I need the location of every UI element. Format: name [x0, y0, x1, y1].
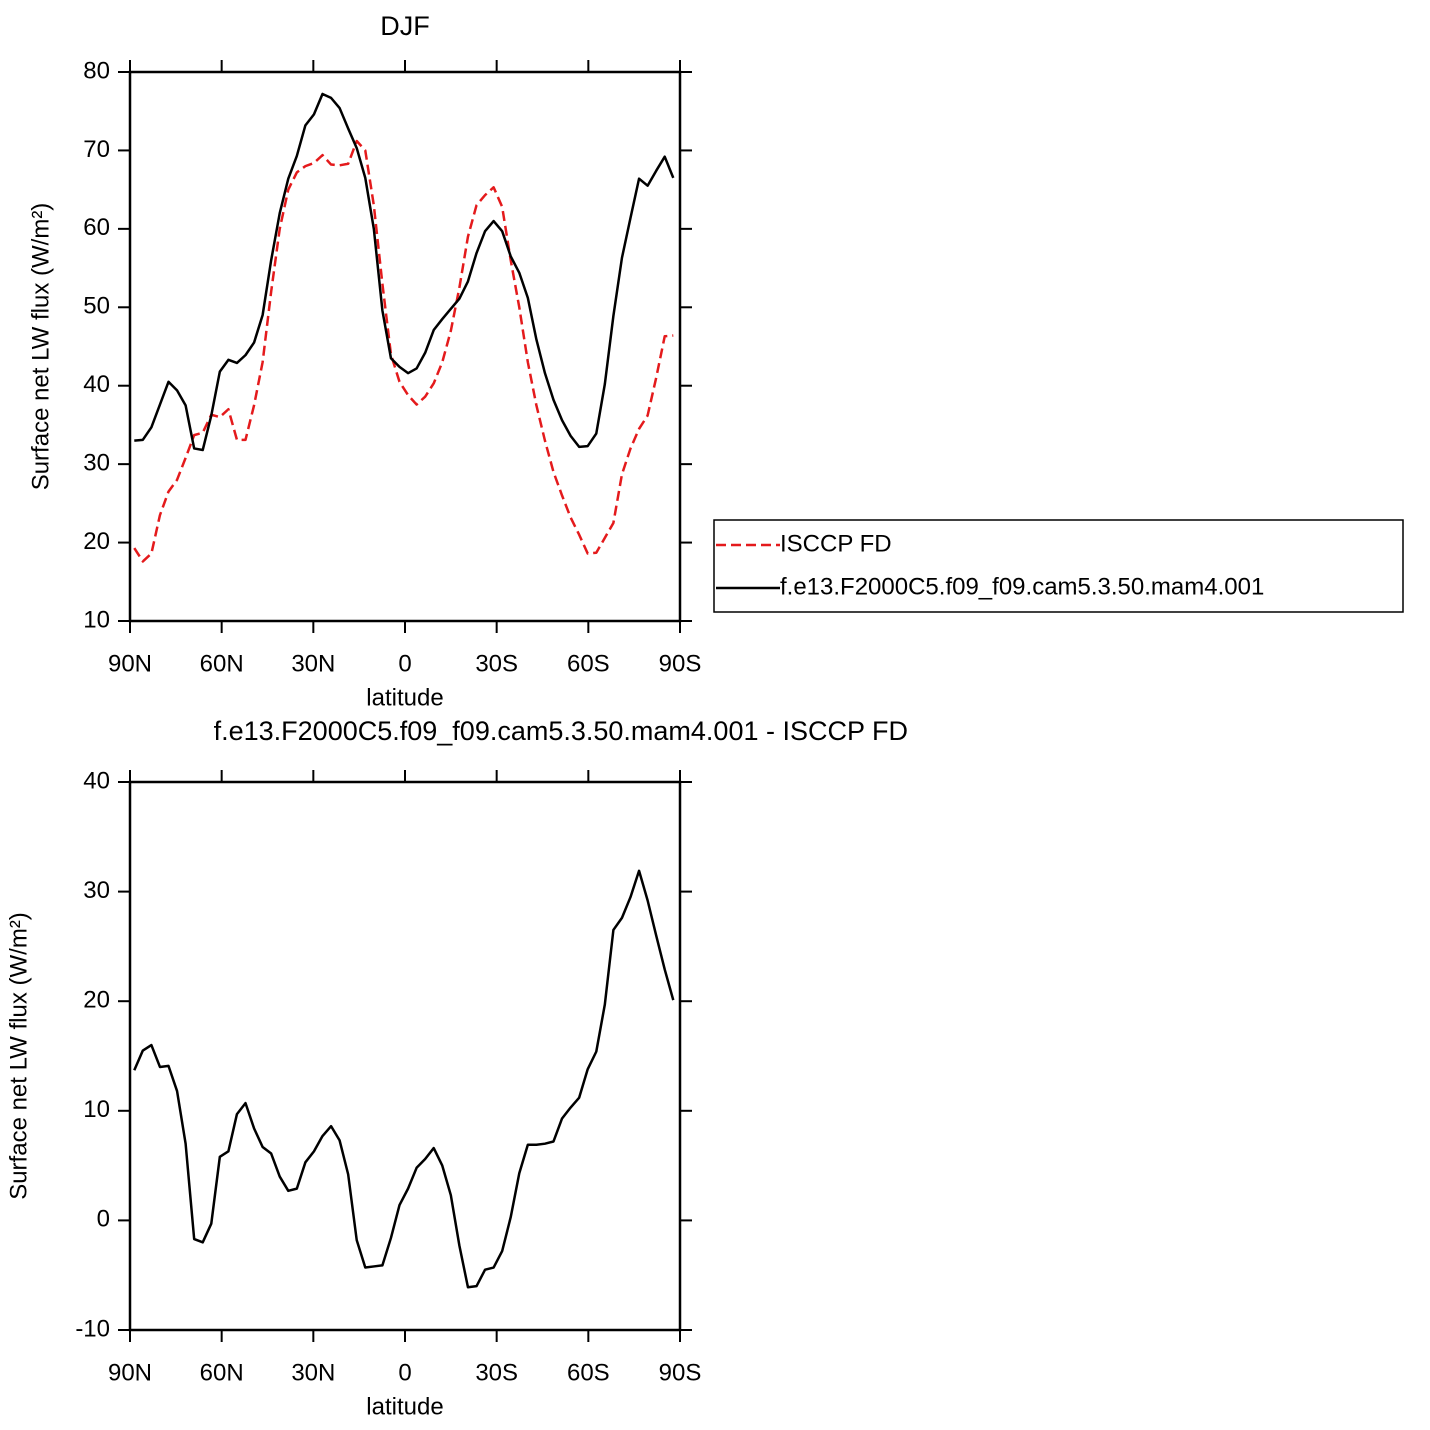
y-tick-label: 10 [83, 606, 110, 633]
x-axis-label: latitude [366, 1393, 443, 1420]
chart-title: DJF [380, 11, 430, 41]
data-line [133, 139, 674, 563]
legend-label: ISCCP FD [780, 530, 892, 557]
y-tick-label: 10 [83, 1096, 110, 1123]
y-tick-label: 60 [83, 214, 110, 241]
x-tick-label: 30N [291, 650, 335, 677]
x-tick-label: 90N [108, 650, 152, 677]
y-tick-label: 20 [83, 528, 110, 555]
x-tick-label: 30S [475, 650, 518, 677]
plot-frame [128, 70, 682, 623]
x-tick-label: 60N [200, 650, 244, 677]
data-line [134, 92, 675, 452]
x-axis-label: latitude [366, 684, 443, 711]
x-tick-label: 60N [200, 1359, 244, 1386]
chart-title: f.e13.F2000C5.f09_f09.cam5.3.50.mam4.001… [214, 716, 908, 746]
y-tick-label: 30 [83, 877, 110, 904]
y-axis-label: Surface net LW flux (W/m²) [5, 912, 32, 1200]
data-line [133, 869, 675, 1289]
y-tick-label: -10 [75, 1315, 110, 1342]
x-tick-label: 90S [659, 1359, 702, 1386]
y-tick-label: 30 [83, 449, 110, 476]
x-tick-label: 0 [398, 1359, 411, 1386]
y-tick-label: 80 [83, 57, 110, 84]
x-tick-label: 30S [475, 1359, 518, 1386]
y-tick-label: 40 [83, 371, 110, 398]
y-axis-label: Surface net LW flux (W/m²) [27, 203, 54, 491]
x-tick-label: 90S [659, 650, 702, 677]
x-tick-label: 60S [567, 650, 610, 677]
y-tick-label: 40 [83, 767, 110, 794]
legend-box [713, 519, 1404, 613]
x-tick-label: 30N [291, 1359, 335, 1386]
y-tick-label: 50 [83, 293, 110, 320]
x-tick-label: 0 [398, 650, 411, 677]
x-tick-label: 60S [567, 1359, 610, 1386]
y-tick-label: 20 [83, 987, 110, 1014]
x-tick-label: 90N [108, 1359, 152, 1386]
y-tick-label: 0 [97, 1206, 110, 1233]
plot-frame [128, 780, 682, 1332]
y-tick-label: 70 [83, 136, 110, 163]
legend-label: f.e13.F2000C5.f09_f09.cam5.3.50.mam4.001 [780, 573, 1264, 600]
